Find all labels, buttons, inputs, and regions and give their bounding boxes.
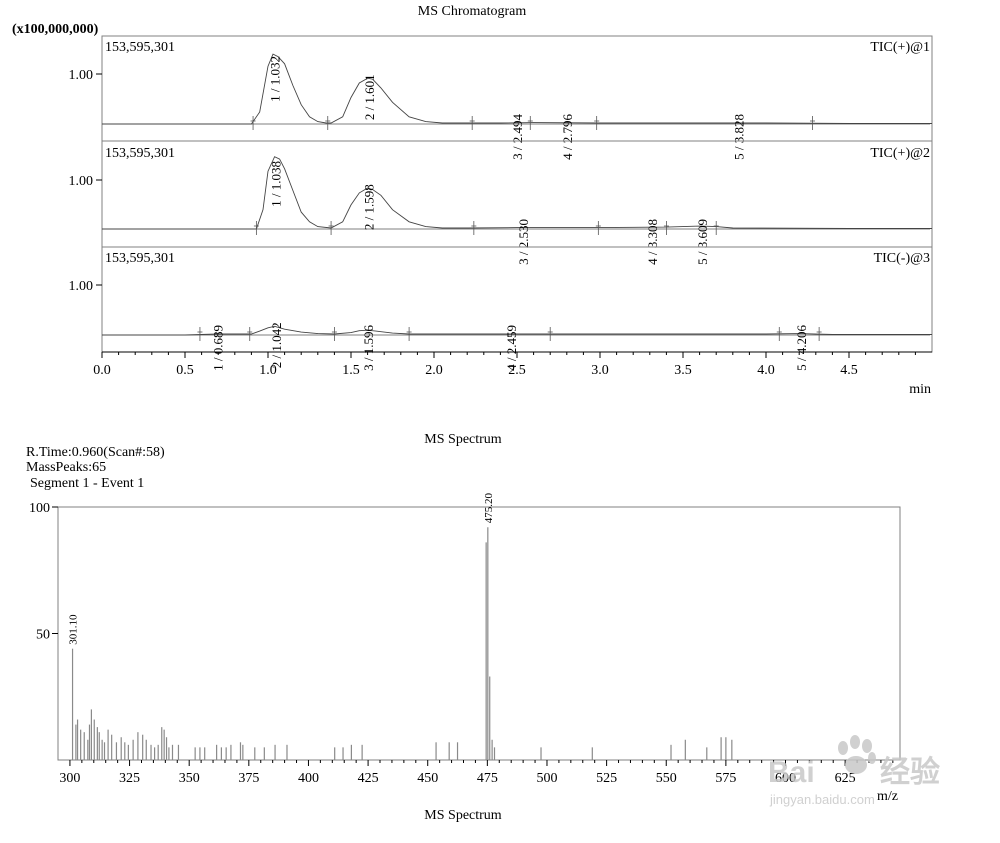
x-axis-label: min [909,382,931,397]
spectrum-plot: 50 100 300 325 350 375 400 425 450 475 500 525 550 5… [29,492,901,804]
panel-intensity-max: 153,595,301 [105,251,175,266]
paw-logo-icon [838,735,876,774]
spectrum-x-axis: 300 325 350 375 400 425 450 475 500 525 550 575 600 6… [59,760,894,786]
x-tick-label: 600 [775,771,796,786]
panel-trace-layer: 1 / 1.038 2 / 1.598 3 / 2.530 4 / 3.308 5 / … [102,156,932,265]
peak-label: 2 / 1.598 [361,184,376,230]
x-tick-label: 625 [835,771,856,786]
x-tick-label: 575 [715,771,736,786]
spectrum-frame [57,506,901,761]
peak-label: 1 / 1.038 [268,161,283,207]
chromatogram-panel-3: 153,595,301 TIC(-)@3 1.00 1 / 0.689 2 / 1… [69,246,933,371]
x-tick-label: 475 [477,771,498,786]
peak-label: 5 / 3.609 [695,219,710,265]
spectrum-peak-label: 301.10 [68,614,80,645]
peak-label: 1 / 1.032 [267,56,282,102]
trace-line [102,325,932,336]
spectrum-info-masspeaks: MassPeaks:65 [26,460,106,475]
panel-trace-layer: 1 / 0.689 2 / 1.042 3 / 1.596 4 / 2.459 5 / … [102,322,932,371]
panel-trace-name: TIC(-)@3 [874,251,930,266]
panel-y-tick-label: 1.00 [69,174,94,189]
spectrum-x-axis-label: m/z [877,789,898,804]
watermark-brand: Bai [768,756,815,789]
chromatogram-scale-label: (x100,000,000) [12,22,99,37]
trace-line [102,53,932,125]
x-tick-label: 1.0 [259,363,277,378]
x-tick-label: 3.5 [674,363,692,378]
x-tick-label: 450 [417,771,438,786]
bottom-caption: MS Spectrum [424,808,502,823]
x-tick-label: 550 [656,771,677,786]
panel-y-tick-label: 1.00 [69,68,94,83]
x-tick-label: 0.5 [176,363,194,378]
x-tick-label: 2.5 [508,363,526,378]
trace-line [102,156,932,230]
peak-label: 4 / 3.308 [645,219,660,265]
x-tick-label: 1.5 [342,363,360,378]
chromatogram-x-axis: 0.0 0.5 1.0 1.5 2.0 2.5 3.0 3.5 4.0 4.5 min [93,351,932,397]
chromatogram-title: MS Chromatogram [418,4,527,19]
x-tick-label: 525 [596,771,617,786]
watermark: Bai 经验 jingyan.baidu.com [768,735,940,807]
peak-label: 5 / 4.206 [794,325,809,371]
x-tick-label: 375 [238,771,259,786]
chromatogram-panel-1: 153,595,301 TIC(+)@1 1.00 1 / 1.032 2 / 1… [69,35,933,160]
x-tick-label: 4.5 [840,363,858,378]
panel-trace-name: TIC(+)@2 [870,146,930,161]
spectrum-info-segment: Segment 1 - Event 1 [30,476,144,491]
x-axis-ticks: 0.0 0.5 1.0 1.5 2.0 2.5 3.0 3.5 4.0 4.5 [93,352,916,378]
peak-label: 3 / 2.494 [510,114,525,160]
peak-label: 3 / 2.530 [516,219,531,265]
x-tick-label: 350 [179,771,200,786]
peak-label: 2 / 1.042 [269,322,284,368]
x-tick-label: 4.0 [757,363,775,378]
spectrum-title: MS Spectrum [424,432,502,447]
panel-y-tick-label: 1.00 [69,279,94,294]
panel-intensity-max: 153,595,301 [105,40,175,55]
peak-label: 4 / 2.796 [560,114,575,160]
x-tick-label: 500 [536,771,557,786]
peak-label: 1 / 0.689 [210,325,225,371]
peak-label: 5 / 3.828 [731,114,746,160]
x-tick-label: 2.0 [425,363,443,378]
y-tick-label: 100 [29,501,50,516]
panel-intensity-max: 153,595,301 [105,146,175,161]
x-tick-label: 325 [119,771,140,786]
spectrum-y-axis: 50 100 [29,501,58,643]
spectrum-bars [71,527,733,760]
peak-label: 4 / 2.459 [504,325,519,371]
spectrum-info-rtime: R.Time:0.960(Scan#:58) [26,445,165,460]
x-tick-label: 3.0 [591,363,609,378]
panel-trace-name: TIC(+)@1 [870,40,930,55]
watermark-brand-cn: 经验 [880,755,940,789]
spectrum-peak-label: 475.20 [483,492,495,523]
watermark-url: jingyan.baidu.com [769,792,875,807]
spectrum-peak-labels: 301.10 475.20 [68,492,495,644]
peak-label: 3 / 1.596 [361,325,376,371]
chromatogram-panel-2: 153,595,301 TIC(+)@2 1.00 1 / 1.038 2 / 1… [69,140,933,265]
x-tick-label: 300 [59,771,80,786]
panel-trace-layer: 1 / 1.032 2 / 1.601 3 / 2.494 4 / 2.796 5 / … [102,53,932,160]
y-tick-label: 50 [36,628,50,643]
x-tick-label: 0.0 [93,363,111,378]
x-tick-label: 425 [358,771,379,786]
peak-label: 2 / 1.601 [362,74,377,120]
x-tick-label: 400 [298,771,319,786]
